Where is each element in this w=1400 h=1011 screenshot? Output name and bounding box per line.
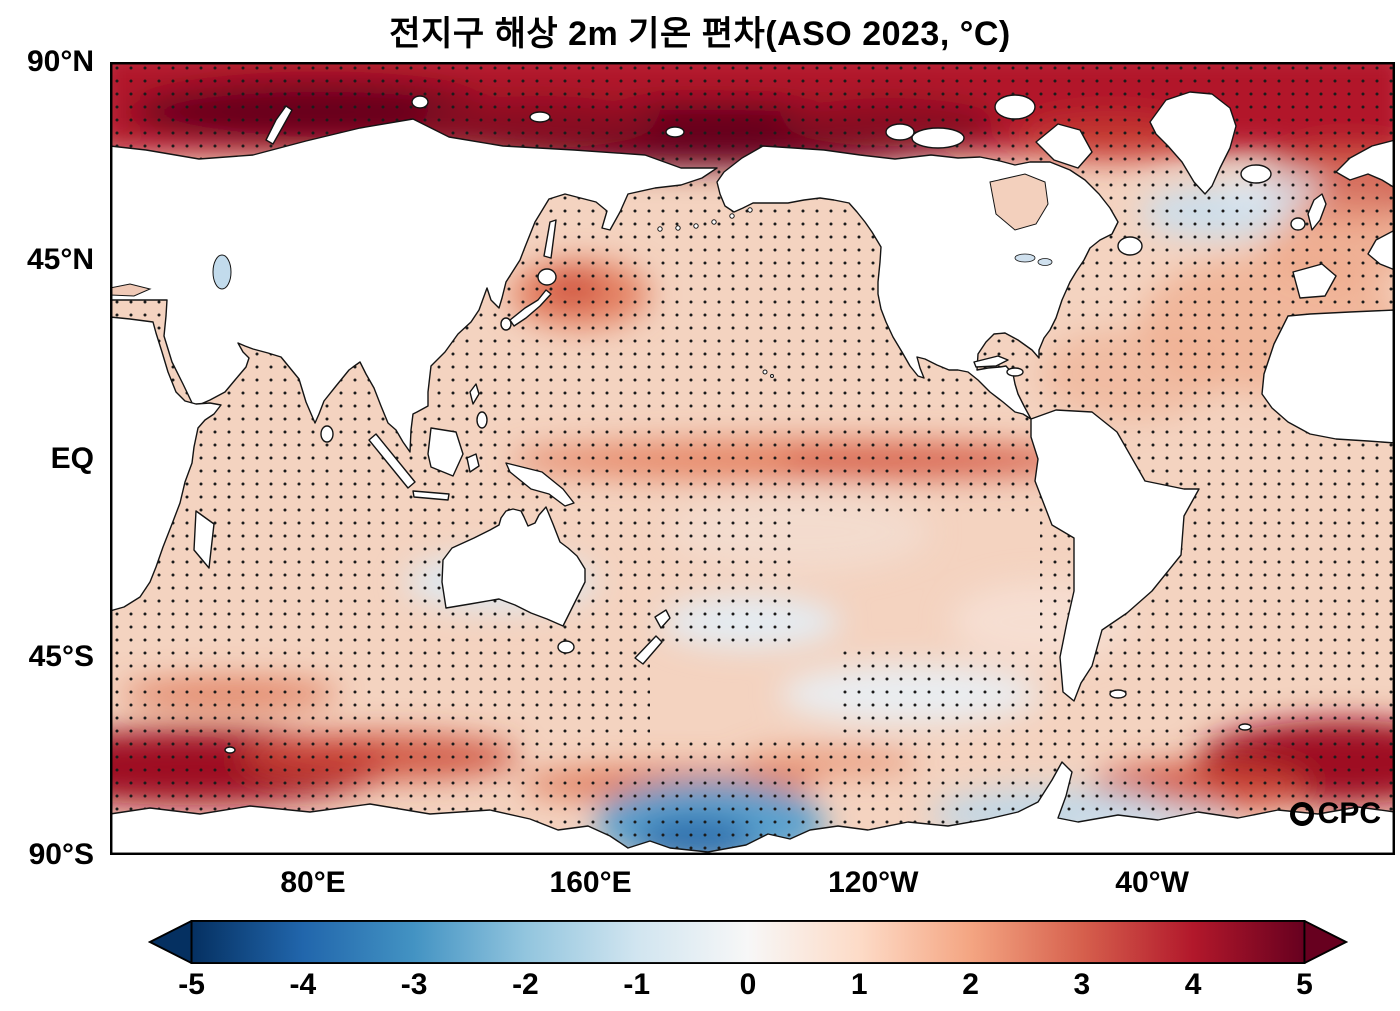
landmass-falklands xyxy=(1109,689,1127,699)
landmass-severnaya-zemlya xyxy=(411,95,429,109)
black-sea xyxy=(110,283,152,297)
landmass-wrangel xyxy=(665,126,685,138)
landmass-iceland xyxy=(1240,164,1272,184)
landmass-japan-honshu xyxy=(509,289,552,327)
colorbar-left-arrow xyxy=(148,920,193,964)
landmass-west-africa xyxy=(1261,309,1395,444)
colorbar-bar xyxy=(148,920,1348,964)
cpc-logo-text: CPC xyxy=(1317,797,1381,830)
great-lake-west xyxy=(1014,253,1036,263)
colorbar-ticks: -5 -4 -3 -2 -1 0 1 2 3 4 5 xyxy=(148,968,1348,1010)
landmass-eurasia xyxy=(110,118,718,453)
landmass-france xyxy=(1367,229,1395,271)
landmass-africa xyxy=(110,316,222,612)
landmass-sumatra xyxy=(368,433,416,489)
lat-tick-90n: 90°N xyxy=(26,45,94,78)
landmass-borneo xyxy=(427,427,464,477)
map-frame xyxy=(110,62,1395,855)
lon-tick-160e: 160°E xyxy=(549,866,632,899)
landmass-sakhalin xyxy=(543,219,557,259)
cbar-tick: -5 xyxy=(178,968,205,1001)
longitude-axis: 80°E 160°E 120°W 40°W xyxy=(110,866,1395,906)
map-area: CPC xyxy=(110,62,1395,855)
cbar-tick: -2 xyxy=(512,968,539,1001)
landmass-britain xyxy=(1307,193,1327,231)
landmass-kerguelen xyxy=(224,746,236,754)
great-lake-east xyxy=(1037,258,1053,266)
landmass-newfoundland xyxy=(1117,236,1143,256)
landmass-baffin-island xyxy=(1035,123,1093,169)
cpc-logo: CPC xyxy=(1289,797,1381,831)
landmass-novaya-zemlya xyxy=(265,105,293,145)
landmass-ireland xyxy=(1290,217,1306,231)
landmass-sri-lanka xyxy=(320,425,334,443)
landmass-south-america xyxy=(1030,409,1200,702)
cbar-tick: 2 xyxy=(962,968,979,1001)
landmass-greenland xyxy=(1149,91,1237,195)
cbar-tick: 4 xyxy=(1184,968,1202,1001)
lon-tick-120w: 120°W xyxy=(828,866,919,899)
lat-tick-90s: 90°S xyxy=(28,838,94,871)
landmass-australia xyxy=(441,506,586,627)
landmass-south-georgia xyxy=(1238,723,1252,731)
colorbar: -5 -4 -3 -2 -1 0 1 2 3 4 5 xyxy=(148,920,1348,1010)
landmass-mindanao xyxy=(476,411,488,429)
lat-tick-45s: 45°S xyxy=(28,639,94,673)
landmass-antarctica xyxy=(110,761,1395,855)
latitude-axis: 90°N 45°N EQ 45°S 90°S xyxy=(0,45,104,871)
landmass-java xyxy=(412,490,450,501)
landmass-kyushu xyxy=(500,317,512,331)
landmass-madagascar xyxy=(193,510,215,569)
landmass-philippines xyxy=(469,383,480,405)
lat-tick-eq: EQ xyxy=(50,441,94,475)
landmass-tasmania xyxy=(557,640,575,654)
landmass-new-guinea xyxy=(505,462,575,507)
lon-tick-40w: 40°W xyxy=(1115,866,1189,899)
landmass-new-zealand-south xyxy=(634,635,663,665)
landmass-scandinavia xyxy=(1335,139,1395,189)
cbar-tick: 1 xyxy=(850,968,868,1001)
landmass-hispaniola xyxy=(1006,367,1024,377)
cbar-tick: 3 xyxy=(1073,968,1091,1001)
cbar-tick: 0 xyxy=(739,968,757,1001)
cpc-logo-icon xyxy=(1289,802,1314,826)
colorbar-right-arrow xyxy=(1303,920,1348,964)
lat-tick-45n: 45°N xyxy=(26,243,94,277)
landmass-cuba xyxy=(973,355,1009,368)
landmass-hokkaido xyxy=(537,268,557,286)
chart-title: 전지구 해상 2m 기온 편차(ASO 2023, °C) xyxy=(389,15,1011,53)
landmass-new-zealand-north xyxy=(654,609,671,629)
aleutian-islands xyxy=(657,207,753,232)
caspian-sea xyxy=(212,254,232,290)
landmass-victoria-island xyxy=(911,127,965,149)
landmass-ellesmere xyxy=(994,94,1036,120)
landmass-banks-island xyxy=(885,123,915,141)
cbar-tick: -3 xyxy=(400,968,428,1001)
colorbar-gradient xyxy=(190,920,1306,964)
hawaii-islands xyxy=(762,369,774,378)
inland-seas xyxy=(110,173,1053,297)
cbar-tick: -1 xyxy=(623,968,651,1001)
hudson-bay xyxy=(989,173,1049,231)
cbar-tick: 5 xyxy=(1296,968,1313,1001)
landmass-iberia xyxy=(1292,263,1337,299)
cbar-tick: -4 xyxy=(289,968,317,1001)
landmass-new-siberian-islands xyxy=(529,111,551,123)
lon-tick-80e: 80°E xyxy=(280,866,346,899)
landmass-sulawesi xyxy=(466,453,480,473)
anomaly-map xyxy=(110,62,1395,855)
